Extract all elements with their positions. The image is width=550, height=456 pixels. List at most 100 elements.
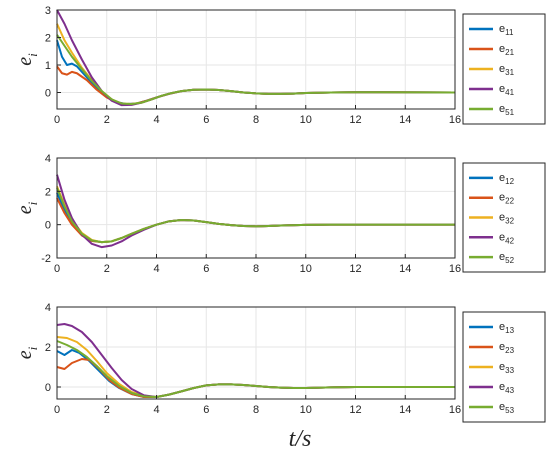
legend-entry-e21: e21: [499, 43, 515, 57]
x-tick-label: 8: [253, 263, 259, 275]
y-tick-label: 2: [45, 342, 51, 354]
legend-box: [462, 13, 546, 125]
y-axis-label-subscript: i: [25, 53, 40, 57]
x-axis-label: t/s: [289, 426, 312, 452]
y-tick-label: 0: [45, 382, 51, 394]
x-tick-label: 12: [349, 114, 361, 126]
x-tick-label: 4: [153, 263, 159, 275]
x-tick-label: 14: [399, 404, 411, 416]
legend-entry-subscript: 13: [505, 326, 514, 335]
y-tick-label: 0: [45, 220, 51, 232]
legend-entry-subscript: 41: [505, 88, 514, 97]
x-tick-label: 16: [449, 114, 461, 126]
x-tick-label: 4: [153, 114, 159, 126]
legend-entry-prefix: e: [499, 341, 505, 353]
y-axis-label-main: e: [14, 57, 36, 66]
legend-entry-prefix: e: [499, 321, 505, 333]
x-tick-label: 16: [449, 404, 461, 416]
legend-entry-prefix: e: [499, 103, 505, 115]
x-tick-label: 12: [349, 263, 361, 275]
legend-entry-subscript: 12: [505, 177, 514, 186]
legend-entry-subscript: 11: [505, 28, 514, 37]
legend-entry-subscript: 43: [505, 386, 514, 395]
legend-entry-prefix: e: [499, 361, 505, 373]
legend-entry-prefix: e: [499, 83, 505, 95]
y-tick-label: 4: [45, 153, 51, 165]
y-axis-label: ei: [14, 346, 40, 359]
legend-entry-prefix: e: [499, 23, 505, 35]
series-line-e52: [56, 187, 455, 244]
legend-entry-subscript: 22: [505, 197, 514, 206]
x-tick-label: 4: [153, 404, 159, 416]
legend-entry-e33: e33: [499, 361, 515, 375]
legend-entry-e12: e12: [499, 172, 515, 186]
legend-entry-subscript: 53: [505, 406, 514, 415]
legend-entry-subscript: 21: [505, 48, 514, 57]
x-tick-label: 14: [399, 263, 411, 275]
legend-entry-subscript: 31: [505, 68, 514, 77]
y-axis-label-subscript: i: [25, 201, 40, 205]
legend-entry-e42: e42: [499, 231, 515, 245]
x-tick-label: 2: [104, 404, 110, 416]
x-tick-label: 10: [300, 114, 312, 126]
x-tick-label: 8: [253, 404, 259, 416]
x-tick-label: 0: [54, 114, 60, 126]
y-axis-label-main: e: [14, 205, 36, 214]
legend-entry-e13: e13: [499, 321, 515, 335]
y-tick-label: 2: [45, 186, 51, 198]
y-tick-label: 2: [45, 33, 51, 45]
y-axis-label: ei: [14, 53, 40, 66]
x-tick-label: 6: [203, 263, 209, 275]
legend-entry-e51: e51: [499, 103, 515, 117]
y-axis-label-subscript: i: [25, 346, 40, 350]
x-tick-label: 0: [54, 263, 60, 275]
legend-entry-subscript: 42: [505, 236, 514, 245]
series-line-e53: [56, 340, 455, 398]
x-tick-label: 6: [203, 404, 209, 416]
legend-entry-subscript: 51: [505, 108, 514, 117]
legend-entry-subscript: 52: [505, 256, 514, 265]
x-tick-label: 2: [104, 114, 110, 126]
legend-entry-prefix: e: [499, 192, 505, 204]
legend-entry-prefix: e: [499, 251, 505, 263]
y-axis-label-main: e: [14, 350, 36, 359]
series-line-e51: [56, 34, 456, 106]
y-tick-label: 1: [45, 60, 51, 72]
x-tick-label: 10: [300, 404, 312, 416]
legend-entry-prefix: e: [499, 43, 505, 55]
legend-entry-subscript: 23: [505, 346, 514, 355]
legend-entry-subscript: 33: [505, 366, 514, 375]
y-axis-label: ei: [14, 201, 40, 214]
y-tick-label: 3: [45, 5, 51, 17]
legend-entry-e43: e43: [499, 381, 515, 395]
legend-entry-prefix: e: [499, 172, 505, 184]
y-tick-label: 4: [45, 302, 51, 314]
legend-entry-prefix: e: [499, 381, 505, 393]
legend-entry-prefix: e: [499, 212, 505, 224]
legend-entry-subscript: 32: [505, 217, 514, 226]
legend-entry-e11: e11: [499, 23, 514, 37]
legend-entry-prefix: e: [499, 63, 505, 75]
y-tick-label: 0: [45, 88, 51, 100]
y-tick-label: -2: [41, 253, 51, 265]
legend-entry-prefix: e: [499, 401, 505, 413]
x-tick-label: 2: [104, 263, 110, 275]
legend-entry-e22: e22: [499, 192, 515, 206]
x-tick-label: 6: [203, 114, 209, 126]
x-tick-label: 12: [349, 404, 361, 416]
legend-entry-prefix: e: [499, 231, 505, 243]
legend-entry-e53: e53: [499, 401, 515, 415]
legend-entry-e31: e31: [499, 63, 515, 77]
x-tick-label: 14: [399, 114, 411, 126]
legend-entry-e41: e41: [499, 83, 515, 97]
x-tick-label: 10: [300, 263, 312, 275]
legend-entry-e52: e52: [499, 251, 515, 265]
legend-entry-e32: e32: [499, 212, 515, 226]
